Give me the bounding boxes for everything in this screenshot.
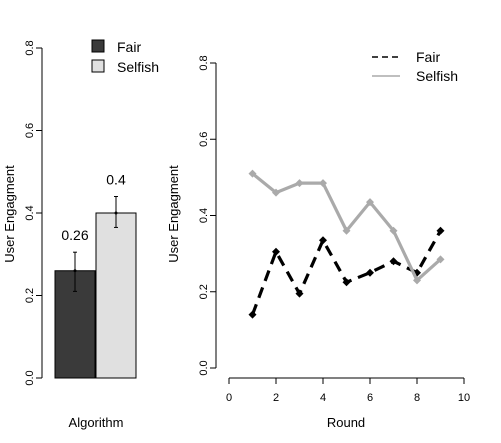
series-point-selfish — [389, 226, 398, 235]
bar-y-tick-label: 0.4 — [24, 205, 36, 220]
series-point-fair — [389, 257, 398, 266]
bar-selfish — [95, 212, 137, 379]
line-x-tick-label: 6 — [367, 392, 373, 404]
line-x-ticks: 0 2 4 6 8 10 — [226, 378, 470, 404]
series-point-selfish — [248, 169, 257, 178]
bar-y-ticks: 0.0 0.2 0.4 0.6 0.8 — [24, 40, 42, 386]
bar-value-label: 0.26 — [61, 227, 88, 243]
bar-y-axis-label: User Engagment — [2, 165, 17, 263]
line-marks — [248, 169, 445, 319]
line-x-tick-label: 4 — [320, 392, 326, 404]
bar-mean-point — [114, 211, 118, 215]
series-point-selfish — [272, 188, 280, 197]
line-y-ticks: 0.0 0.2 0.4 0.6 0.8 — [198, 55, 216, 376]
bar-legend-swatch-selfish — [91, 59, 105, 73]
series-point-fair — [319, 236, 327, 245]
bar-legend-label-fair: Fair — [117, 39, 141, 55]
series-point-selfish — [366, 198, 374, 207]
line-y-axis-label: User Engagment — [166, 165, 181, 263]
bar-y-tick-label: 0.6 — [24, 123, 36, 138]
line-y-tick-label: 0.2 — [198, 284, 210, 299]
line-y-tick-label: 0.0 — [198, 360, 210, 375]
line-x-tick-label: 2 — [273, 392, 279, 404]
line-y-tick-label: 0.6 — [198, 132, 210, 147]
bar-legend-label-selfish: Selfish — [117, 59, 159, 75]
bar-legend-swatch-fair — [91, 39, 105, 53]
series-point-fair — [342, 278, 351, 287]
line-x-axis-label: Round — [327, 415, 365, 430]
series-point-fair — [248, 310, 257, 319]
line-legend-label-selfish: Selfish — [416, 68, 458, 84]
series-point-selfish — [413, 276, 421, 285]
bar-y-tick-label: 0.8 — [24, 40, 36, 55]
line-legend: Fair Selfish — [372, 49, 458, 84]
bar-y-tick-label: 0.0 — [24, 370, 36, 385]
series-point-fair — [295, 289, 304, 298]
bar-mean-point — [73, 269, 77, 273]
bar-x-axis-label: Algorithm — [69, 415, 124, 430]
line-y-tick-label: 0.4 — [198, 208, 210, 223]
line-chart: 0.0 0.2 0.4 0.6 0.8 0 2 4 6 8 10 User Engagment R… — [166, 49, 470, 430]
bar-marks: 0.26 0.4 — [54, 172, 137, 379]
bar-chart: 0.0 0.2 0.4 0.6 0.8 User Engagment Algorithm… — [2, 39, 159, 430]
series-point-selfish — [319, 179, 327, 188]
series-point-selfish — [295, 179, 304, 188]
bar-value-label: 0.4 — [106, 172, 126, 188]
line-legend-label-fair: Fair — [416, 49, 440, 65]
bar-y-tick-label: 0.2 — [24, 288, 36, 303]
line-y-tick-label: 0.8 — [198, 55, 210, 70]
series-point-selfish — [342, 226, 351, 235]
bar-legend: Fair Selfish — [91, 39, 159, 75]
series-point-fair — [436, 226, 445, 235]
series-point-fair — [366, 268, 374, 277]
series-point-selfish — [436, 255, 445, 264]
line-x-tick-label: 10 — [458, 392, 470, 404]
line-x-tick-label: 8 — [414, 392, 420, 404]
line-x-tick-label: 0 — [226, 392, 232, 404]
series-point-fair — [272, 247, 280, 256]
